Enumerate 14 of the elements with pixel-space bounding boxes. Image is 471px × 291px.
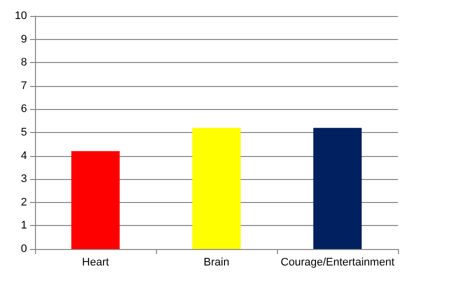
y-tick-label: 3	[20, 173, 27, 186]
y-tick-label: 5	[20, 126, 27, 138]
x-tick-label: Brain	[204, 256, 230, 268]
y-tick-label: 1	[20, 220, 27, 232]
y-tick-label: 4	[20, 150, 27, 162]
y-tick-label: 7	[20, 80, 27, 92]
y-tick-label: 10	[14, 10, 27, 22]
y-tick-label: 0	[20, 243, 27, 255]
y-tick-label: 2	[20, 196, 27, 208]
y-tick-label: 6	[20, 103, 27, 116]
x-tick-label: Courage/Entertainment	[280, 256, 394, 268]
y-tick-label: 9	[20, 33, 27, 46]
y-tick-label: 8	[20, 56, 27, 69]
x-tick-label: Heart	[82, 256, 109, 268]
